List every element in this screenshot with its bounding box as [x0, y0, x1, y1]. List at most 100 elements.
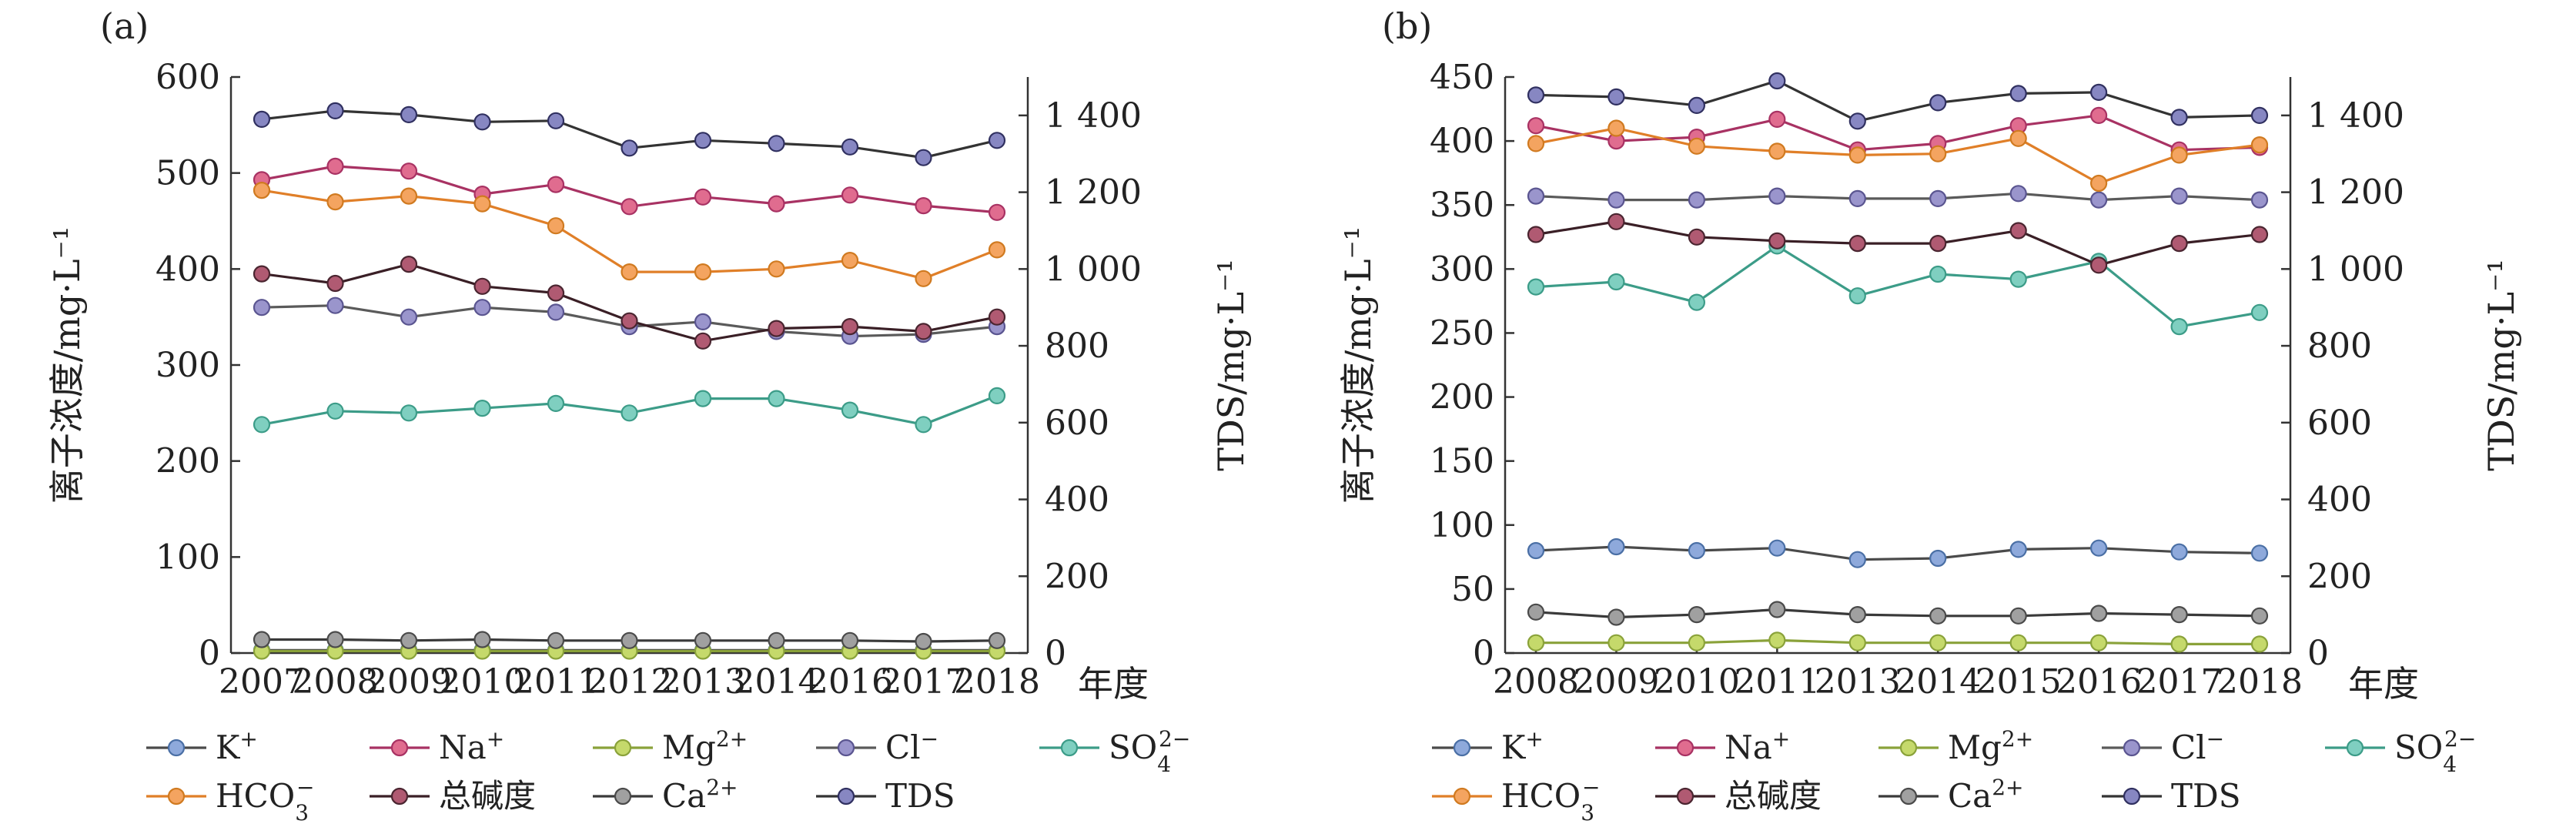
series-line	[1535, 545, 2260, 561]
right-axis-title: TDS/mg·L⁻¹	[2481, 259, 2522, 471]
legend-item: Mg2+	[1878, 726, 2033, 766]
right-tick-label: 0	[1045, 634, 1066, 673]
data-point	[1929, 94, 1947, 112]
legend-item: K+	[146, 726, 258, 766]
data-point	[694, 263, 712, 281]
data-point	[400, 162, 418, 180]
data-point	[768, 260, 785, 278]
x-tick-label: 2007	[219, 662, 305, 702]
right-tick-label: 200	[2307, 557, 2372, 596]
data-point	[915, 197, 932, 215]
data-point	[915, 323, 932, 340]
data-point	[1768, 232, 1786, 250]
right-tick-label: 1 000	[2307, 250, 2404, 289]
series-line	[1535, 114, 2260, 152]
data-point	[1688, 634, 1705, 651]
right-axis-title: TDS/mg·L⁻¹	[1210, 259, 1252, 471]
data-point	[988, 132, 1006, 149]
data-point	[2250, 136, 2269, 154]
data-point	[694, 390, 712, 407]
right-tick-label: 600	[1045, 404, 1109, 443]
panel-tag: (b)	[1382, 5, 1432, 47]
data-point	[1527, 187, 1545, 205]
data-point	[326, 157, 344, 175]
data-point	[1688, 541, 1705, 560]
data-point	[473, 113, 491, 131]
data-point	[1688, 228, 1705, 246]
x-tick-label: 2016	[807, 662, 893, 702]
data-point	[621, 312, 638, 330]
legend-marker	[1899, 787, 1918, 806]
legend-label: SO42−	[1109, 726, 1190, 777]
x-tick-label: 2008	[1493, 662, 1579, 702]
right-tick-label: 1 200	[1045, 173, 1142, 213]
data-point	[1527, 634, 1545, 651]
data-point	[841, 138, 859, 156]
legend-marker	[1676, 787, 1694, 806]
legend-marker	[837, 787, 855, 806]
legend-label: HCO3−	[1501, 775, 1601, 826]
legend-marker	[2123, 739, 2141, 757]
left-tick-label: 150	[1430, 442, 1494, 481]
right-tick-label: 0	[2307, 634, 2329, 673]
data-point	[2170, 187, 2188, 205]
data-point	[1768, 142, 1786, 160]
data-point	[621, 404, 638, 422]
left-tick-label: 600	[156, 58, 220, 97]
data-point	[1848, 551, 1866, 568]
left-tick-label: 350	[1430, 186, 1494, 225]
data-point	[1929, 145, 1947, 162]
legend-marker	[167, 787, 186, 806]
legend-item: Ca2+	[593, 775, 738, 815]
data-point	[768, 135, 785, 152]
data-point	[326, 193, 344, 211]
right-tick-label: 400	[1045, 481, 1109, 520]
data-point	[1848, 605, 1866, 624]
data-point	[1768, 110, 1786, 128]
series-line	[1535, 192, 2260, 202]
data-point	[2170, 605, 2188, 624]
data-point	[473, 299, 491, 317]
x-tick-label: 2009	[366, 662, 452, 702]
data-point	[768, 195, 785, 213]
data-point	[1768, 539, 1786, 557]
data-point	[1607, 213, 1625, 230]
legend-label: 总碱度	[439, 777, 536, 815]
data-point	[2009, 222, 2027, 239]
data-point	[1527, 135, 1545, 152]
data-point	[473, 277, 491, 295]
left-tick-label: 300	[1430, 250, 1494, 289]
legend-label: 总碱度	[1725, 777, 1822, 815]
legend-item: SO42−	[1039, 726, 1190, 777]
data-point	[2009, 185, 2027, 203]
x-tick-label: 2014	[1895, 662, 1981, 702]
data-point	[473, 399, 491, 417]
data-point	[621, 631, 638, 649]
legend-marker	[614, 787, 632, 806]
data-point	[915, 416, 932, 434]
data-point	[547, 112, 565, 129]
data-point	[2250, 635, 2269, 653]
data-point	[2170, 235, 2188, 253]
data-point	[2250, 226, 2269, 243]
legend-label: Na+	[1725, 726, 1790, 767]
data-point	[400, 631, 418, 649]
data-point	[2090, 634, 2108, 651]
series-line	[1535, 79, 2260, 122]
data-point	[988, 308, 1006, 326]
legend-marker	[1899, 739, 1918, 757]
panel-a: 0 100 200 300 400 500 600 0 200 400 600 800 1 000 1 2…	[46, 5, 1252, 826]
data-point	[1768, 72, 1786, 90]
data-point	[2090, 191, 2108, 209]
legend: K+ Na+ Mg2+ Cl− SO42− HCO3− 总碱度 Ca2+ TDS	[1432, 726, 2476, 826]
data-point	[841, 186, 859, 204]
left-tick-label: 0	[1473, 634, 1494, 673]
data-point	[1688, 191, 1705, 209]
legend-item: SO42−	[2325, 726, 2476, 777]
data-point	[621, 139, 638, 157]
data-point	[2250, 303, 2269, 321]
data-point	[326, 102, 344, 119]
legend-label: Mg2+	[662, 726, 748, 767]
data-point	[2090, 256, 2108, 274]
legend-item: 总碱度	[370, 777, 536, 815]
